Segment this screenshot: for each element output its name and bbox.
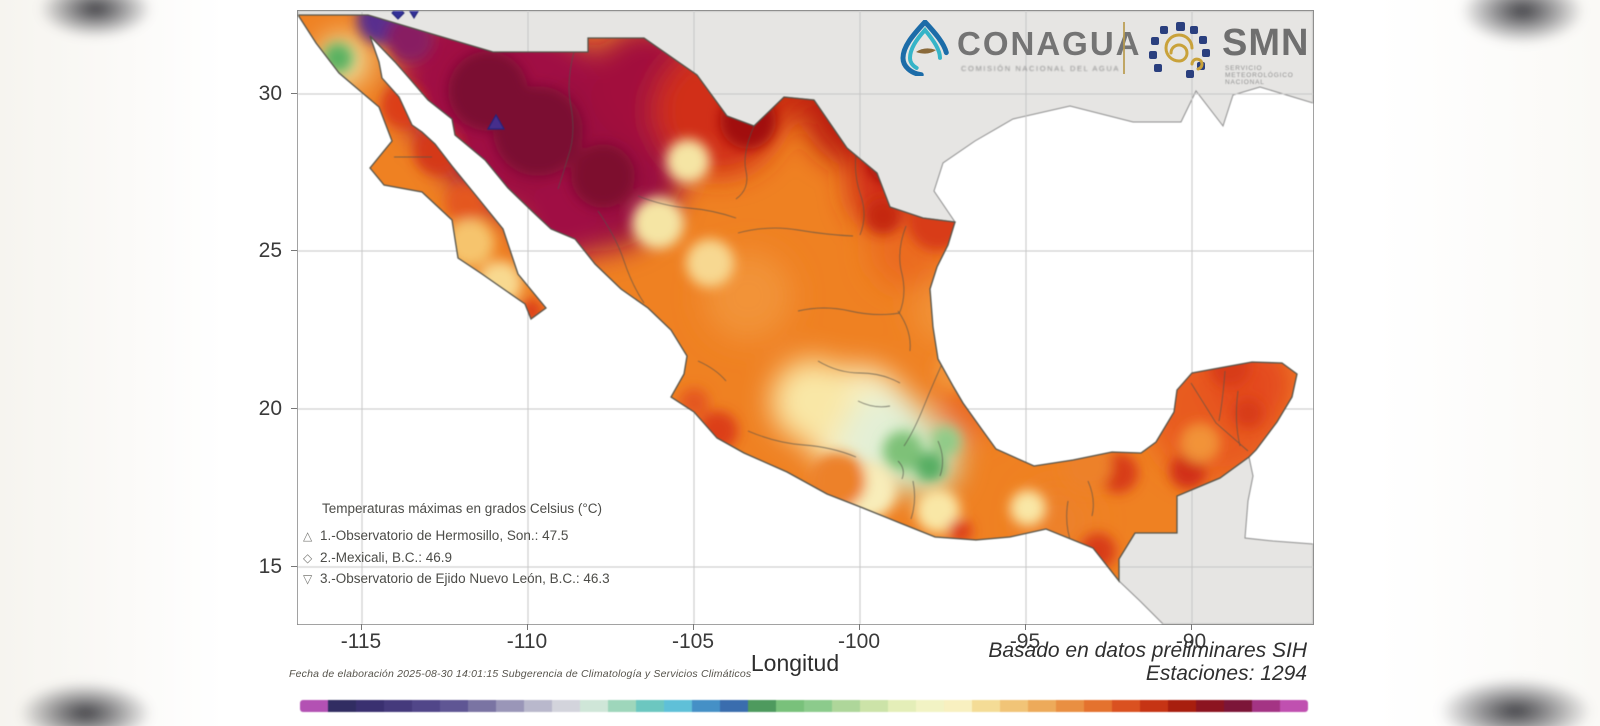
colorbar-segment (552, 700, 580, 712)
state-boundaries (394, 51, 1249, 546)
colorbar-segment (776, 700, 804, 712)
legend-station-2-text: 2.-Mexicali, B.C.: 46.9 (320, 550, 453, 565)
colorbar-segment (636, 700, 664, 712)
colorbar-segment (468, 700, 496, 712)
x-tickmark (361, 624, 362, 630)
colorbar-segment (1000, 700, 1028, 712)
x-tickmark (859, 624, 860, 630)
legend-station-2: ◇ 2.-Mexicali, B.C.: 46.9 (303, 550, 452, 565)
legend-station-3: ▽ 3.-Observatorio de Ejido Nuevo León, B.… (303, 571, 610, 586)
colorbar-segment (1224, 700, 1252, 712)
vignette-top-left (38, 0, 153, 38)
legend-station-1: △ 1.-Observatorio de Hermosillo, Son.: 47… (303, 528, 568, 543)
colorbar-segment (384, 700, 412, 712)
x-tickmark (527, 624, 528, 630)
x-axis-tick-95: -95 (1009, 630, 1041, 653)
x-axis-tick-110: -110 (506, 630, 548, 653)
colorbar-segment (1252, 700, 1280, 712)
vignette-bottom-right (1438, 678, 1593, 726)
station-marker-hermosillo (486, 113, 506, 130)
x-tickmark (1191, 624, 1192, 630)
stations-count: Estaciones: 1294 (1145, 662, 1307, 685)
colorbar-segment (748, 700, 776, 712)
logo-separator (1123, 22, 1125, 74)
colorbar-segment (356, 700, 384, 712)
y-tickmark (291, 408, 297, 409)
smn-logo-icon (1149, 22, 1210, 78)
colorbar-segment (496, 700, 524, 712)
colorbar-segment (1028, 700, 1056, 712)
colorbar-segment (608, 700, 636, 712)
triangle-up-icon: △ (303, 529, 313, 543)
smn-tagline: SERVICIO METEOROLÓGICO NACIONAL (1225, 65, 1294, 86)
colorbar-segment (1168, 700, 1196, 712)
y-tickmark (291, 566, 297, 567)
colorbar-segment (664, 700, 692, 712)
colorbar-segment (972, 700, 1000, 712)
conagua-tagline: COMISIÓN NACIONAL DEL AGUA (961, 64, 1120, 73)
conagua-logo-icon (900, 20, 950, 76)
colorbar-segment (300, 700, 328, 712)
y-axis-tick-15: 15 (258, 555, 282, 578)
colorbar-segment (580, 700, 608, 712)
colorbar-segment (524, 700, 552, 712)
colorbar-segment (692, 700, 720, 712)
colorbar-segment (1140, 700, 1168, 712)
y-axis-tick-30: 30 (258, 82, 282, 105)
station-marker-ejido-nuevo-leon (409, 11, 419, 19)
colorbar-segment (412, 700, 440, 712)
y-axis-tick-20: 20 (258, 397, 282, 420)
colorbar-segment (832, 700, 860, 712)
colorbar-segment (1112, 700, 1140, 712)
triangle-down-icon: ▽ (303, 572, 313, 586)
station-markers (391, 11, 506, 130)
x-axis-tick-90: -90 (1175, 630, 1207, 653)
station-marker-mexicali (391, 11, 405, 20)
legend-station-3-text: 3.-Observatorio de Ejido Nuevo León, B.C… (320, 571, 610, 586)
y-axis-tick-25: 25 (258, 239, 282, 262)
elaboration-date-note: Fecha de elaboración 2025-08-30 14:01:15… (289, 668, 752, 680)
x-axis-label: Longitud (750, 650, 840, 676)
x-tickmark (1025, 624, 1026, 630)
x-axis-tick-115: -115 (340, 630, 382, 653)
x-tickmark (693, 624, 694, 630)
colorbar-segment (916, 700, 944, 712)
colorbar-segment (1056, 700, 1084, 712)
vignette-top-right (1460, 0, 1585, 44)
colorbar-segment (1280, 700, 1308, 712)
legend-title: Temperaturas máximas en grados Celsius (… (322, 501, 602, 516)
colorbar-segment (804, 700, 832, 712)
legend-station-1-text: 1.-Observatorio de Hermosillo, Son.: 47.… (320, 528, 569, 543)
source-note: Basado en datos preliminares SIH (988, 639, 1307, 662)
colorbar-segment (720, 700, 748, 712)
colorbar-segment (860, 700, 888, 712)
colorbar-segment (440, 700, 468, 712)
colorbar-segment (328, 700, 356, 712)
x-axis-tick-105: -105 (671, 630, 715, 653)
y-tickmark (291, 93, 297, 94)
conagua-wordmark: CONAGUA (957, 25, 1142, 62)
mexico-temperature-map (298, 11, 1313, 624)
y-tickmark (291, 250, 297, 251)
colorbar (300, 700, 1308, 712)
colorbar-segment (1196, 700, 1224, 712)
smn-wordmark: SMN (1222, 22, 1310, 64)
colorbar-segment (944, 700, 972, 712)
diamond-icon: ◇ (303, 551, 313, 565)
x-axis-tick-100: -100 (837, 630, 881, 653)
map-plot-area (297, 10, 1314, 625)
vignette-bottom-left (18, 682, 153, 726)
colorbar-segment (1084, 700, 1112, 712)
colorbar-segment (888, 700, 916, 712)
